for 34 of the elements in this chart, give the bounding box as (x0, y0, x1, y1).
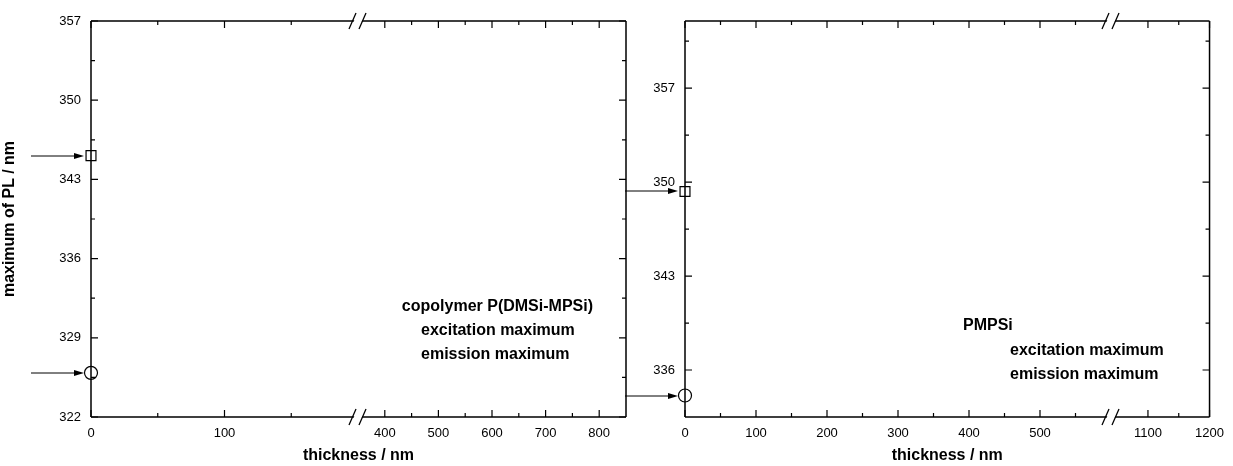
x-tick-label: 500 (427, 425, 450, 441)
y-tick-label: 343 (59, 170, 81, 186)
x-tick-label: 500 (1029, 425, 1051, 441)
x-tick-label: 100 (745, 425, 767, 441)
x-tick-label: 1100 (1133, 425, 1162, 441)
x-tick-label: 400 (373, 425, 396, 441)
x-tick-label: 200 (816, 425, 838, 441)
x-tick-label: 100 (213, 425, 236, 441)
y-tick-label: 350 (653, 173, 675, 189)
x-tick-label: 600 (481, 425, 503, 441)
y-tick-label: 350 (59, 91, 81, 107)
x-tick-label: 400 (958, 425, 980, 441)
annotation: emission maximum (421, 345, 570, 363)
y-tick-label: 322 (59, 408, 81, 424)
x-tick-label: 0 (87, 425, 95, 441)
x-tick-label: 800 (588, 425, 611, 441)
y-tick-label: 357 (653, 79, 675, 95)
y-axis-title: maximum of PL / nm (0, 140, 18, 298)
x-tick-label: 1200 (1195, 425, 1224, 441)
x-tick-label: 700 (534, 425, 557, 441)
x-tick-label: 0 (681, 425, 689, 441)
y-tick-label: 343 (653, 267, 675, 283)
annotation: emission maximum (1010, 365, 1159, 383)
annotation: excitation maximum (421, 321, 575, 339)
x-tick-label: 300 (887, 425, 909, 441)
y-tick-label: 336 (59, 250, 81, 266)
y-tick-label: 336 (653, 361, 675, 377)
y-tick-label: 329 (59, 329, 81, 345)
x-axis-title: thickness / nm (302, 446, 415, 464)
annotation: excitation maximum (1010, 341, 1164, 359)
annotation: PMPSi (963, 316, 1013, 334)
annotation: copolymer P(DMSi-MPSi) (401, 297, 593, 315)
x-axis-title: thickness / nm (891, 446, 1003, 464)
y-tick-label: 357 (59, 12, 81, 28)
